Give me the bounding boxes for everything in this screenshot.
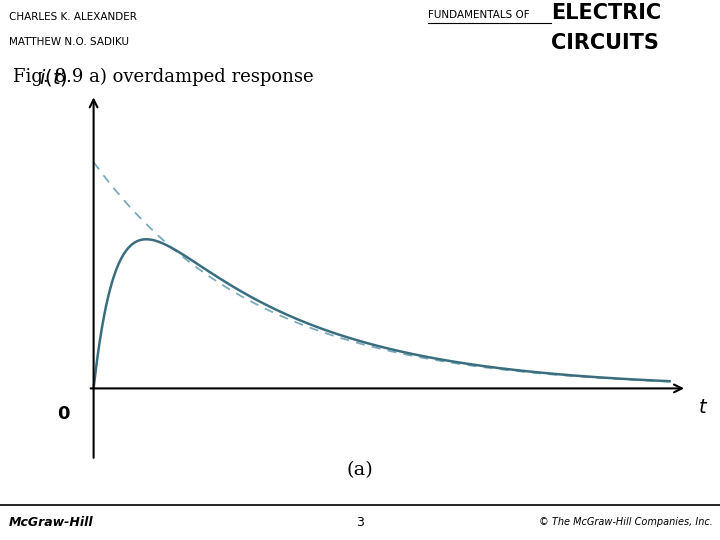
Text: FUNDAMENTALS OF: FUNDAMENTALS OF (428, 10, 530, 20)
Text: (a): (a) (346, 461, 374, 479)
Text: McGraw-Hill: McGraw-Hill (9, 516, 94, 529)
Text: © The McGraw-Hill Companies, Inc.: © The McGraw-Hill Companies, Inc. (539, 517, 713, 528)
Text: $i(t)$: $i(t)$ (39, 67, 68, 88)
Text: CHARLES K. ALEXANDER: CHARLES K. ALEXANDER (9, 12, 137, 23)
Text: Fig. 8.9 a) overdamped response: Fig. 8.9 a) overdamped response (13, 68, 314, 86)
Text: CIRCUITS: CIRCUITS (551, 33, 659, 53)
Text: $\mathbf{0}$: $\mathbf{0}$ (57, 404, 71, 423)
Text: $t$: $t$ (698, 398, 708, 417)
Text: MATTHEW N.O. SADIKU: MATTHEW N.O. SADIKU (9, 37, 129, 47)
Text: ELECTRIC: ELECTRIC (551, 3, 661, 23)
Text: 3: 3 (356, 516, 364, 529)
